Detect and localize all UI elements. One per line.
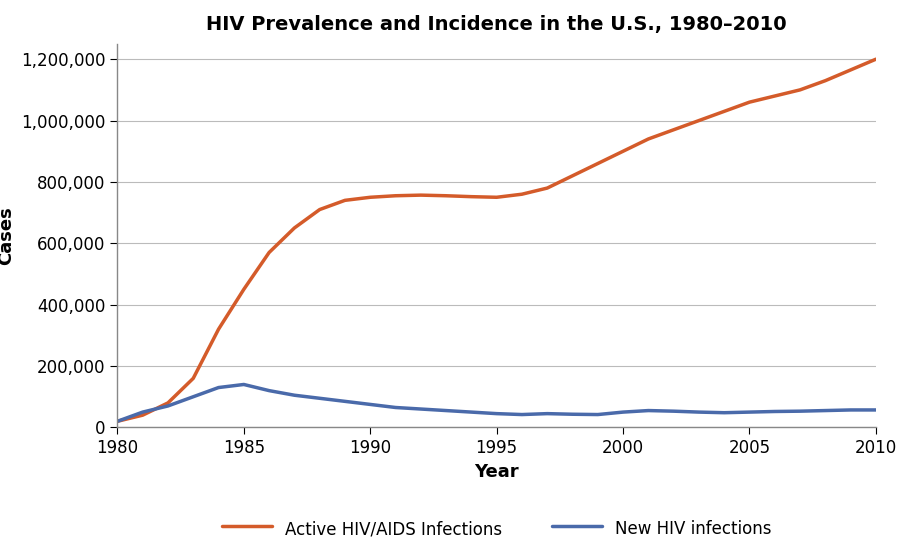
- New HIV infections: [213, 384, 224, 391]
- New HIV infections: [870, 407, 880, 413]
- Active HIV/AIDS Infections: [238, 286, 249, 293]
- Active HIV/AIDS Infections: [516, 191, 527, 197]
- New HIV infections: [667, 408, 678, 414]
- Active HIV/AIDS Infections: [491, 194, 502, 201]
- New HIV infections: [263, 387, 274, 394]
- New HIV infections: [769, 408, 779, 415]
- Active HIV/AIDS Infections: [870, 56, 880, 62]
- Active HIV/AIDS Infections: [617, 148, 628, 155]
- Active HIV/AIDS Infections: [844, 67, 855, 73]
- New HIV infections: [137, 409, 148, 415]
- New HIV infections: [339, 398, 350, 404]
- Line: New HIV infections: New HIV infections: [117, 385, 875, 421]
- New HIV infections: [289, 392, 299, 398]
- New HIV infections: [465, 409, 476, 415]
- New HIV infections: [566, 411, 577, 418]
- Active HIV/AIDS Infections: [743, 99, 754, 105]
- New HIV infections: [617, 409, 628, 415]
- Active HIV/AIDS Infections: [465, 193, 476, 200]
- Active HIV/AIDS Infections: [592, 160, 603, 167]
- New HIV infections: [642, 407, 653, 414]
- Active HIV/AIDS Infections: [693, 117, 704, 124]
- New HIV infections: [162, 403, 173, 409]
- Active HIV/AIDS Infections: [769, 93, 779, 99]
- Active HIV/AIDS Infections: [819, 77, 830, 84]
- Active HIV/AIDS Infections: [440, 192, 451, 199]
- Active HIV/AIDS Infections: [794, 87, 805, 93]
- New HIV infections: [693, 409, 704, 415]
- New HIV infections: [592, 411, 603, 418]
- Active HIV/AIDS Infections: [162, 399, 173, 406]
- New HIV infections: [541, 410, 552, 417]
- New HIV infections: [188, 393, 198, 400]
- New HIV infections: [390, 404, 400, 411]
- New HIV infections: [794, 408, 805, 414]
- New HIV infections: [415, 406, 426, 412]
- New HIV infections: [238, 381, 249, 388]
- Y-axis label: Cases: Cases: [0, 206, 15, 265]
- New HIV infections: [314, 395, 325, 402]
- Active HIV/AIDS Infections: [364, 194, 375, 201]
- New HIV infections: [844, 407, 855, 413]
- Active HIV/AIDS Infections: [289, 225, 299, 231]
- Legend: Active HIV/AIDS Infections, New HIV infections: Active HIV/AIDS Infections, New HIV infe…: [215, 512, 778, 545]
- New HIV infections: [516, 411, 527, 418]
- Active HIV/AIDS Infections: [390, 192, 400, 199]
- Active HIV/AIDS Infections: [263, 249, 274, 256]
- Active HIV/AIDS Infections: [188, 375, 198, 381]
- New HIV infections: [743, 409, 754, 415]
- New HIV infections: [440, 407, 451, 414]
- Active HIV/AIDS Infections: [137, 412, 148, 419]
- Active HIV/AIDS Infections: [213, 326, 224, 333]
- Title: HIV Prevalence and Incidence in the U.S., 1980–2010: HIV Prevalence and Incidence in the U.S.…: [207, 15, 786, 34]
- Active HIV/AIDS Infections: [667, 127, 678, 133]
- Active HIV/AIDS Infections: [339, 197, 350, 204]
- Active HIV/AIDS Infections: [642, 136, 653, 142]
- New HIV infections: [112, 418, 123, 425]
- Active HIV/AIDS Infections: [415, 192, 426, 198]
- New HIV infections: [491, 410, 502, 417]
- Active HIV/AIDS Infections: [314, 206, 325, 213]
- Active HIV/AIDS Infections: [566, 173, 577, 179]
- X-axis label: Year: Year: [474, 463, 519, 481]
- New HIV infections: [364, 401, 375, 408]
- Line: Active HIV/AIDS Infections: Active HIV/AIDS Infections: [117, 59, 875, 421]
- New HIV infections: [819, 407, 830, 414]
- New HIV infections: [718, 409, 729, 416]
- Active HIV/AIDS Infections: [112, 418, 123, 425]
- Active HIV/AIDS Infections: [541, 185, 552, 191]
- Active HIV/AIDS Infections: [718, 108, 729, 115]
